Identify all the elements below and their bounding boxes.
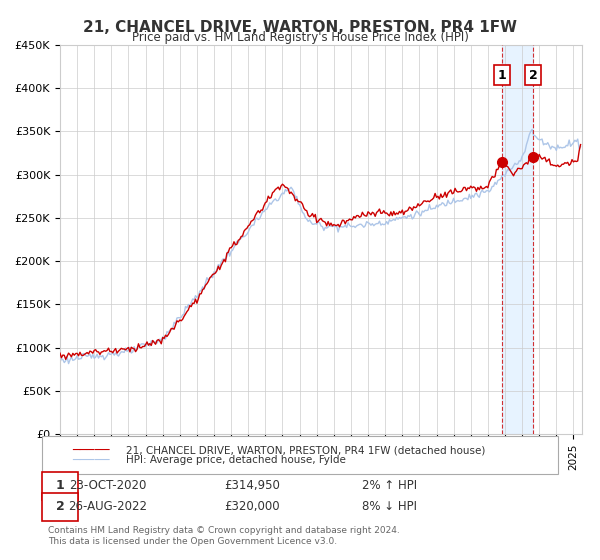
Text: £320,000: £320,000 — [224, 500, 280, 514]
21, CHANCEL DRIVE, WARTON, PRESTON, PR4 1FW (detached house) — [146, 340, 154, 347]
HPI: Average price, detached house, Fylde: (2.02e+03, 3.52e+05): Average price, detached house, Fylde: (2… — [529, 126, 536, 133]
Text: £314,950: £314,950 — [224, 479, 280, 492]
HPI: Average price, detached house, Fylde: (2.01e+03, 2.39e+05): Average price, detached house, Fylde: (2… — [339, 223, 346, 230]
Text: HPI: Average price, detached house, Fylde: HPI: Average price, detached house, Fyld… — [126, 455, 346, 465]
21, CHANCEL DRIVE, WARTON, PRESTON, PR4 1FW (detached house) — [165, 331, 172, 338]
Text: ─────: ───── — [72, 444, 110, 458]
Text: HPI: Average price, detached house, Fylde: HPI: Average price, detached house, Fyld… — [126, 455, 346, 465]
Text: 21, CHANCEL DRIVE, WARTON, PRESTON, PR4 1FW: 21, CHANCEL DRIVE, WARTON, PRESTON, PR4 … — [83, 20, 517, 35]
Text: 8% ↓ HPI: 8% ↓ HPI — [362, 500, 418, 514]
Line: 21, CHANCEL DRIVE, WARTON, PRESTON, PR4 1FW (detached house): 21, CHANCEL DRIVE, WARTON, PRESTON, PR4 … — [60, 144, 581, 360]
21, CHANCEL DRIVE, WARTON, PRESTON, PR4 1FW (detached house) — [62, 356, 70, 363]
HPI: Average price, detached house, Fylde: (2e+03, 8.28e+04): Average price, detached house, Fylde: (2… — [56, 359, 64, 366]
HPI: Average price, detached house, Fylde: (2.03e+03, 3.32e+05): Average price, detached house, Fylde: (2… — [577, 143, 584, 150]
HPI: Average price, detached house, Fylde: (2.02e+03, 2.56e+05): Average price, detached house, Fylde: (2… — [415, 209, 422, 216]
Line: HPI: Average price, detached house, Fylde: HPI: Average price, detached house, Fyld… — [60, 129, 581, 363]
21, CHANCEL DRIVE, WARTON, PRESTON, PR4 1FW (detached house) — [443, 194, 450, 200]
Text: 21, CHANCEL DRIVE, WARTON, PRESTON, PR4 1FW (detached house): 21, CHANCEL DRIVE, WARTON, PRESTON, PR4 … — [126, 446, 485, 456]
21, CHANCEL DRIVE, WARTON, PRESTON, PR4 1FW (detached house) — [339, 217, 346, 223]
Text: 21, CHANCEL DRIVE, WARTON, PRESTON, PR4 1FW (detached house): 21, CHANCEL DRIVE, WARTON, PRESTON, PR4 … — [126, 446, 485, 456]
Text: ─────: ───── — [72, 454, 110, 467]
HPI: Average price, detached house, Fylde: (2e+03, 9.41e+04): Average price, detached house, Fylde: (2… — [109, 349, 116, 356]
Text: 2: 2 — [56, 500, 64, 514]
Text: 2% ↑ HPI: 2% ↑ HPI — [362, 479, 418, 492]
21, CHANCEL DRIVE, WARTON, PRESTON, PR4 1FW (detached house) — [415, 200, 422, 207]
Bar — [502, 45, 533, 434]
Text: 1: 1 — [56, 479, 64, 492]
21, CHANCEL DRIVE, WARTON, PRESTON, PR4 1FW (detached house) — [56, 350, 64, 357]
Text: 2: 2 — [529, 68, 538, 82]
21, CHANCEL DRIVE, WARTON, PRESTON, PR4 1FW (detached house) — [577, 141, 584, 148]
Text: 26-AUG-2022: 26-AUG-2022 — [68, 500, 148, 514]
Text: 1: 1 — [497, 68, 506, 82]
Text: Contains HM Land Registry data © Crown copyright and database right 2024.
This d: Contains HM Land Registry data © Crown c… — [48, 526, 400, 546]
Text: Price paid vs. HM Land Registry's House Price Index (HPI): Price paid vs. HM Land Registry's House … — [131, 31, 469, 44]
Text: 23-OCT-2020: 23-OCT-2020 — [70, 479, 146, 492]
Text: ─────: ───── — [72, 444, 110, 458]
HPI: Average price, detached house, Fylde: (2.02e+03, 2.64e+05): Average price, detached house, Fylde: (2… — [443, 202, 450, 209]
HPI: Average price, detached house, Fylde: (2e+03, 1.18e+05): Average price, detached house, Fylde: (2… — [165, 329, 172, 335]
21, CHANCEL DRIVE, WARTON, PRESTON, PR4 1FW (detached house) — [109, 349, 116, 356]
HPI: Average price, detached house, Fylde: (2e+03, 1.02e+05): Average price, detached house, Fylde: (2… — [146, 343, 154, 349]
Text: ─────: ───── — [72, 454, 110, 467]
HPI: Average price, detached house, Fylde: (2e+03, 8.14e+04): Average price, detached house, Fylde: (2… — [65, 360, 72, 367]
